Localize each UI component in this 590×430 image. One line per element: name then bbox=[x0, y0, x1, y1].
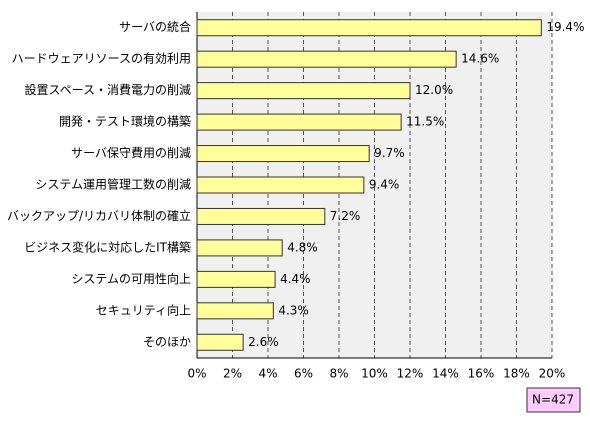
bar bbox=[196, 333, 244, 351]
y-tick-label: 設置スペース・消費電力の削減 bbox=[24, 82, 191, 97]
x-tick-label: 18% bbox=[503, 367, 530, 381]
y-tick-label: セキュリティ向上 bbox=[96, 302, 191, 317]
bar bbox=[196, 176, 365, 194]
bar bbox=[196, 82, 411, 100]
annotation: N=427 bbox=[532, 393, 574, 407]
x-tick-label: 4% bbox=[258, 367, 277, 381]
data-label: 9.4% bbox=[369, 178, 400, 192]
data-label: 14.6% bbox=[461, 52, 499, 66]
x-tick-label: 8% bbox=[329, 367, 348, 381]
y-tick-label: サーバの統合 bbox=[119, 19, 191, 34]
bar bbox=[196, 50, 457, 68]
data-label: 2.6% bbox=[248, 335, 279, 349]
annotation-box bbox=[526, 387, 581, 413]
y-tick-label: そのほか bbox=[143, 335, 191, 349]
y-tick-label: サーバ保守費用の削減 bbox=[71, 145, 191, 160]
bar bbox=[196, 270, 276, 288]
x-tick-label: 0% bbox=[187, 367, 206, 381]
y-tick-label: ビジネス変化に対応したIT構築 bbox=[24, 239, 191, 254]
x-tick-label: 14% bbox=[432, 367, 459, 381]
y-tick-label: システム運用管理工数の削減 bbox=[35, 177, 191, 192]
bar bbox=[196, 145, 370, 163]
data-label: 12.0% bbox=[415, 83, 453, 97]
bar bbox=[196, 207, 326, 225]
y-tick-label: ハードウェアリソースの有効利用 bbox=[12, 51, 191, 66]
x-tick-label: 20% bbox=[539, 367, 566, 381]
data-label: 9.7% bbox=[374, 146, 405, 160]
bar bbox=[196, 19, 542, 37]
x-tick-label: 2% bbox=[223, 367, 242, 381]
bar bbox=[196, 239, 283, 257]
data-label: 11.5% bbox=[406, 115, 444, 129]
data-label: 7.2% bbox=[330, 209, 361, 223]
data-label: 19.4% bbox=[546, 20, 584, 34]
x-tick-label: 10% bbox=[361, 367, 388, 381]
x-tick-label: 6% bbox=[294, 367, 313, 381]
data-label: 4.4% bbox=[280, 272, 311, 286]
bar bbox=[196, 113, 402, 131]
data-label: 4.3% bbox=[278, 303, 309, 317]
bar bbox=[196, 302, 274, 320]
y-tick-label: 開発・テスト環境の構築 bbox=[59, 114, 191, 129]
y-tick-label: バックアップ/リカバリ体制の確立 bbox=[7, 208, 191, 223]
x-tick-label: 12% bbox=[397, 367, 424, 381]
x-tick-label: 16% bbox=[468, 367, 495, 381]
data-label: 4.8% bbox=[287, 240, 318, 254]
y-tick-label: システムの可用性向上 bbox=[71, 271, 191, 286]
